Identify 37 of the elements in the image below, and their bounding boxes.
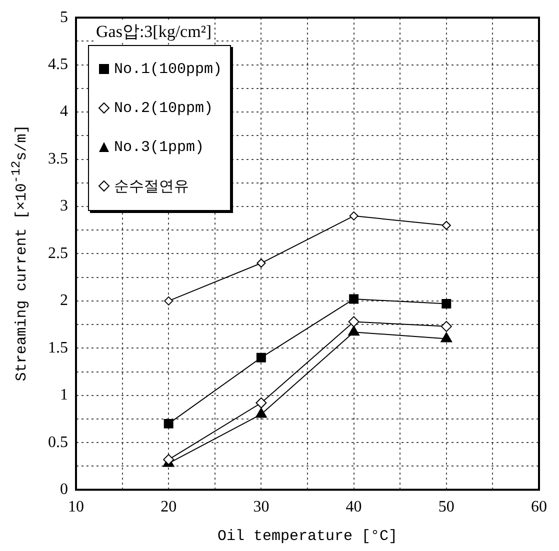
y-tick-label: 2.5 <box>48 244 68 262</box>
x-tick-label: 40 <box>346 498 362 516</box>
y-tick-label: 4 <box>60 103 68 120</box>
y-tick-label: 0 <box>60 481 68 498</box>
point <box>349 294 359 304</box>
point <box>440 332 452 342</box>
point <box>164 418 174 428</box>
y-tick-label: 1.5 <box>48 339 68 356</box>
point <box>442 220 451 230</box>
point <box>164 296 174 306</box>
point <box>348 316 360 328</box>
y-tick-label: 3 <box>60 198 68 215</box>
point <box>256 352 266 362</box>
legend-label: 순수절연유 <box>114 178 189 196</box>
x-tick-label: 30 <box>253 498 270 516</box>
legend-label: No.2(10ppm) <box>114 100 214 117</box>
point <box>440 320 452 332</box>
y-tick-label: 0.5 <box>48 434 68 451</box>
point <box>348 326 360 336</box>
x-tick-label: 20 <box>160 498 177 516</box>
y-tick-label: 1 <box>60 386 68 404</box>
point <box>442 299 452 308</box>
legend-label: No.1(100ppm) <box>114 60 222 78</box>
point <box>256 408 267 418</box>
legend-title: Gas압:3[kg/cm²] <box>94 20 214 43</box>
legend-label: No.3(1ppm) <box>114 138 204 156</box>
point <box>256 397 267 408</box>
y-tick-label: 5 <box>60 8 68 26</box>
y-tick-label: 3.5 <box>48 150 68 168</box>
x-tick-label: 10 <box>68 498 84 516</box>
x-tick-label: 60 <box>531 498 547 516</box>
y-tick-label: 2 <box>60 292 68 310</box>
y-tick-label: 4.5 <box>48 56 68 74</box>
point <box>256 258 266 268</box>
point <box>349 211 358 220</box>
x-axis-title: Oil temperature [°C] <box>217 528 398 545</box>
x-tick-label: 50 <box>438 498 454 516</box>
